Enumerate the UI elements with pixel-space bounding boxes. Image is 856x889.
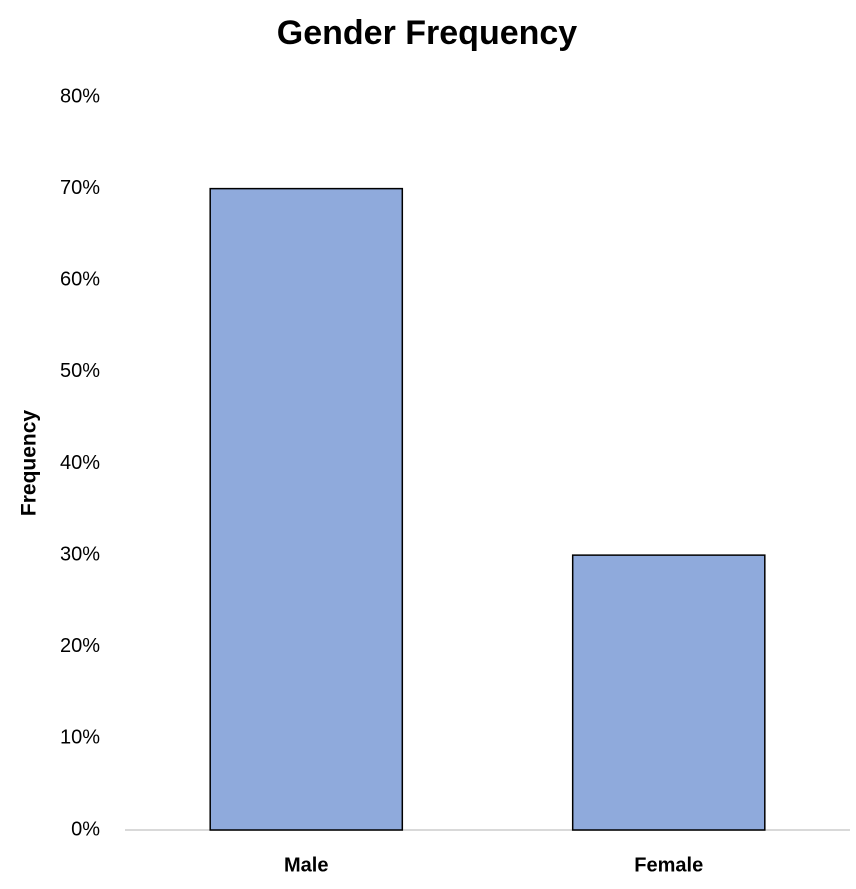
y-tick-label: 0% [71, 818, 100, 840]
y-tick-label: 40% [60, 452, 100, 474]
y-tick-label: 70% [60, 177, 100, 199]
y-tick-label: 10% [60, 727, 100, 749]
x-tick-label: Male [284, 854, 328, 876]
y-tick-label: 20% [60, 635, 100, 657]
chart-title: Gender Frequency [277, 14, 578, 52]
bar [571, 554, 766, 831]
y-axis-label: Frequency [18, 410, 41, 517]
y-tick-label: 60% [60, 269, 100, 291]
y-tick-label: 30% [60, 543, 100, 565]
y-tick-label: 50% [60, 360, 100, 382]
bar [209, 187, 404, 831]
x-tick-label: Female [634, 854, 703, 876]
y-tick-label: 80% [60, 85, 100, 107]
